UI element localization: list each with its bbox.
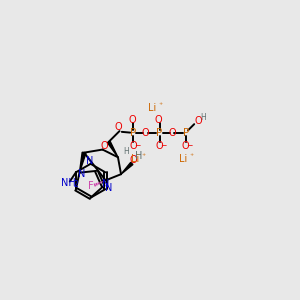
- Text: O: O: [129, 115, 136, 124]
- Polygon shape: [107, 141, 118, 157]
- Text: N: N: [78, 169, 85, 179]
- Text: O: O: [114, 122, 122, 132]
- Text: O: O: [100, 141, 108, 151]
- Text: Li: Li: [131, 154, 139, 164]
- Text: O: O: [182, 141, 190, 151]
- Polygon shape: [121, 162, 133, 174]
- Text: Li: Li: [148, 103, 156, 113]
- Text: NH: NH: [61, 178, 76, 188]
- Text: O: O: [155, 115, 163, 124]
- Text: O: O: [168, 128, 176, 138]
- Text: ⁺: ⁺: [189, 152, 193, 161]
- Text: N: N: [105, 184, 112, 194]
- Text: ⁺: ⁺: [158, 101, 162, 110]
- Text: −: −: [134, 141, 140, 150]
- Text: O: O: [194, 116, 202, 126]
- Text: N: N: [102, 179, 109, 189]
- Text: −: −: [186, 141, 193, 150]
- Text: 2: 2: [74, 180, 78, 189]
- Text: Li: Li: [178, 154, 187, 164]
- Text: H: H: [135, 151, 142, 161]
- Text: O: O: [142, 128, 149, 138]
- Text: ⁺: ⁺: [141, 152, 146, 161]
- Text: O: O: [130, 141, 137, 151]
- Text: O: O: [130, 154, 137, 165]
- Text: P: P: [156, 128, 163, 138]
- Text: N: N: [86, 156, 94, 166]
- Text: −: −: [160, 141, 167, 150]
- Text: F: F: [88, 181, 94, 191]
- Text: P: P: [183, 128, 189, 138]
- Text: P: P: [130, 128, 136, 138]
- Text: O: O: [156, 141, 164, 151]
- Polygon shape: [80, 152, 86, 173]
- Text: H: H: [123, 147, 128, 156]
- Text: H: H: [200, 113, 206, 122]
